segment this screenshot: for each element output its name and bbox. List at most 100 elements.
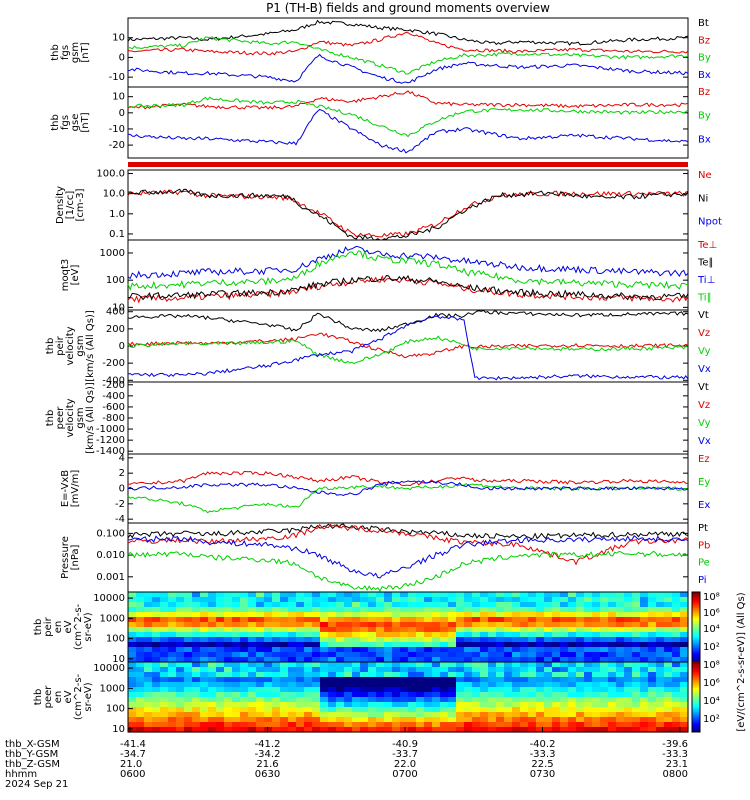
heatmap-cell xyxy=(480,657,489,663)
heatmap-cell xyxy=(448,707,457,713)
heatmap-cell xyxy=(536,637,545,643)
heatmap-cell xyxy=(512,667,521,673)
heatmap-cell xyxy=(136,607,145,613)
y-axis-label-line: (cm^2-s- xyxy=(73,603,84,650)
heatmap-cell xyxy=(184,617,193,623)
heatmap-cell xyxy=(304,632,313,638)
heatmap-cell xyxy=(512,637,521,643)
heatmap-cell xyxy=(640,687,649,693)
heatmap-cell xyxy=(544,592,553,598)
heatmap-cell xyxy=(448,592,457,598)
heatmap-cell xyxy=(376,657,385,663)
heatmap-cell xyxy=(264,687,273,693)
heatmap-cell xyxy=(416,642,425,648)
heatmap-cell xyxy=(128,697,137,703)
heatmap-cell xyxy=(560,707,569,713)
series-line-Pb xyxy=(127,523,689,566)
heatmap-cell xyxy=(536,652,545,658)
heatmap-cell xyxy=(344,717,353,723)
heatmap-cell xyxy=(296,707,305,713)
heatmap-cell xyxy=(544,727,553,733)
heatmap-cell xyxy=(376,697,385,703)
heatmap-cell xyxy=(528,602,537,608)
heatmap-cell xyxy=(304,727,313,733)
heatmap-cell xyxy=(312,667,321,673)
heatmap-cell xyxy=(144,637,153,643)
heatmap-cell xyxy=(264,627,273,633)
heatmap-cell xyxy=(392,597,401,603)
heatmap-cell xyxy=(232,687,241,693)
heatmap-cell xyxy=(328,662,337,668)
heatmap-cell xyxy=(136,682,145,688)
heatmap-cell xyxy=(184,662,193,668)
heatmap-cell xyxy=(504,607,513,613)
heatmap-cell xyxy=(600,692,609,698)
heatmap-cell xyxy=(424,712,433,718)
heatmap-cell xyxy=(608,607,617,613)
heatmap-cell xyxy=(520,597,529,603)
series-line-Pi xyxy=(127,535,689,579)
heatmap-cell xyxy=(240,677,249,683)
legend-entry: Vz xyxy=(698,400,710,411)
heatmap-cell xyxy=(568,602,577,608)
heatmap-cell xyxy=(432,612,441,618)
heatmap-cell xyxy=(480,717,489,723)
heatmap-cell xyxy=(376,722,385,728)
y-tick-label: 100 xyxy=(106,634,125,645)
heatmap-cell xyxy=(600,647,609,653)
heatmap-cell xyxy=(192,642,201,648)
heatmap-cell xyxy=(352,652,361,658)
heatmap-cell xyxy=(136,722,145,728)
heatmap-cell xyxy=(592,692,601,698)
heatmap-cell xyxy=(376,667,385,673)
heatmap-cell xyxy=(432,617,441,623)
heatmap-cell xyxy=(648,642,657,648)
legend-entry: Vz xyxy=(698,328,710,339)
heatmap-cell xyxy=(424,667,433,673)
heatmap-cell xyxy=(144,602,153,608)
heatmap-cell xyxy=(248,642,257,648)
heatmap-cell xyxy=(144,717,153,723)
heatmap-cell xyxy=(432,697,441,703)
legend-entry: Ti⊥ xyxy=(697,275,715,286)
heatmap-cell xyxy=(280,702,289,708)
heatmap-cell xyxy=(496,712,505,718)
heatmap-cell xyxy=(280,617,289,623)
heatmap-cell xyxy=(344,647,353,653)
x-tick-value: 0800 xyxy=(663,769,688,780)
heatmap-cell xyxy=(376,612,385,618)
heatmap-cell xyxy=(392,702,401,708)
heatmap-cell xyxy=(632,697,641,703)
heatmap-cell xyxy=(552,597,561,603)
heatmap-cell xyxy=(408,702,417,708)
heatmap-cell xyxy=(464,727,473,733)
heatmap-cell xyxy=(584,662,593,668)
heatmap-cell xyxy=(248,672,257,678)
x-row-label: hhmm xyxy=(5,769,37,780)
heatmap-cell xyxy=(680,627,689,633)
heatmap-cell xyxy=(632,657,641,663)
heatmap-cell xyxy=(192,697,201,703)
heatmap-cell xyxy=(592,612,601,618)
heatmap-cell xyxy=(216,632,225,638)
heatmap-cell xyxy=(472,602,481,608)
heatmap-cell xyxy=(320,682,329,688)
heatmap-cell xyxy=(352,727,361,733)
heatmap-cell xyxy=(448,612,457,618)
heatmap-cell xyxy=(136,642,145,648)
heatmap-cell xyxy=(536,662,545,668)
heatmap-cell xyxy=(480,632,489,638)
heatmap-cell xyxy=(400,717,409,723)
heatmap-cell xyxy=(552,607,561,613)
heatmap-cell xyxy=(568,632,577,638)
x-tick-value: -33.7 xyxy=(392,749,418,760)
heatmap-cell xyxy=(432,687,441,693)
heatmap-cell xyxy=(144,697,153,703)
heatmap-cell xyxy=(584,687,593,693)
heatmap-cell xyxy=(232,717,241,723)
heatmap-cell xyxy=(144,657,153,663)
heatmap-cell xyxy=(568,712,577,718)
heatmap-cell xyxy=(592,602,601,608)
heatmap-cell xyxy=(360,712,369,718)
